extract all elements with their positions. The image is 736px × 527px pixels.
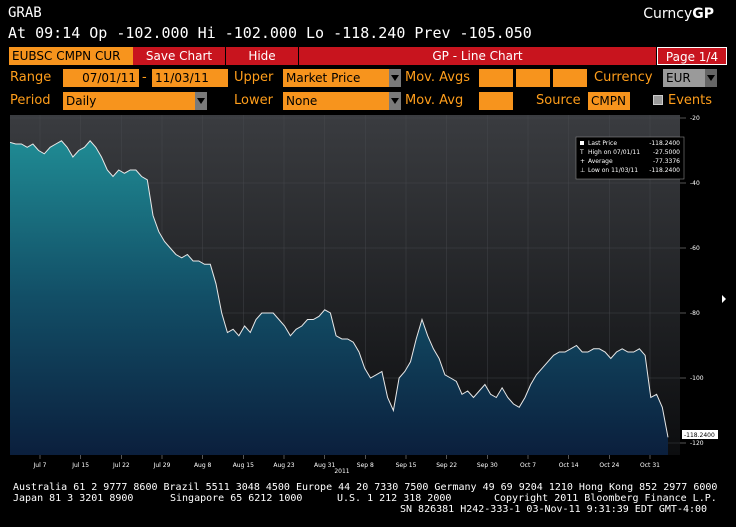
- square-icon: [580, 141, 584, 145]
- command-line[interactable]: GRAB: [8, 5, 42, 21]
- legend-last-price-label: Last Price: [588, 140, 617, 147]
- chevron-down-icon[interactable]: [195, 92, 207, 110]
- currency-select[interactable]: EUR: [663, 69, 717, 87]
- x-tick-label: Aug 23: [273, 462, 294, 469]
- mov-avg-3-field[interactable]: [553, 69, 587, 87]
- x-tick-label: Oct 7: [520, 462, 536, 469]
- x-tick-label: Sep 22: [436, 462, 457, 469]
- lower-select[interactable]: None: [283, 92, 401, 110]
- brand-suffix: GP: [692, 6, 714, 22]
- mov-avg-field[interactable]: [479, 92, 513, 110]
- save-chart-button[interactable]: Save Chart: [133, 47, 225, 65]
- period-value: Daily: [66, 94, 97, 108]
- line-chart: Jul 7 Jul 15 Jul 22 Jul 29 Aug 8 Aug 15 Aug 23…: [10, 115, 726, 475]
- x-tick-label: Jul 15: [71, 462, 89, 469]
- range-start-field[interactable]: 07/01/11: [63, 69, 139, 87]
- lower-value: None: [286, 94, 318, 108]
- footer-japan: Japan 81 3 3201 8900: [13, 493, 134, 504]
- currency-value: EUR: [666, 71, 691, 85]
- chart-legend: Last Price -118.2400 T High on 07/01/11 …: [575, 136, 685, 180]
- y-tick-label: -40: [690, 180, 700, 187]
- legend-last-price-value: -118.2400: [649, 140, 680, 147]
- x-tick-label: Sep 8: [357, 462, 374, 469]
- range-separator: -: [142, 70, 147, 85]
- lower-label: Lower: [234, 93, 273, 108]
- y-tick-label: -20: [690, 115, 700, 122]
- footer-singapore: Singapore 65 6212 1000: [170, 493, 303, 504]
- currency-label: Currency: [594, 70, 653, 85]
- period-label: Period: [10, 93, 51, 108]
- footer-copyright: Copyright 2011 Bloomberg Finance L.P.: [494, 493, 717, 504]
- upper-select[interactable]: Market Price: [283, 69, 401, 87]
- legend-high-label: High on 07/01/11: [588, 149, 640, 156]
- y-tick-label: -120: [690, 440, 704, 447]
- low-icon: ⊥: [580, 167, 585, 174]
- source-label: Source: [536, 93, 581, 108]
- x-tick-label: Aug 8: [194, 462, 212, 469]
- price-area: [10, 140, 668, 456]
- mov-avg-1-field[interactable]: [479, 69, 513, 87]
- x-tick-label: Jul 29: [153, 462, 171, 469]
- mov-avgs-label: Mov. Avgs: [405, 70, 470, 85]
- y-tick-label: -100: [690, 375, 704, 382]
- last-value-label: -118.2400: [684, 432, 715, 439]
- average-icon: +: [580, 158, 585, 165]
- brand-prefix: Curncy: [643, 6, 693, 22]
- x-tick-label: Oct 14: [559, 462, 579, 469]
- last-value-box: [682, 430, 718, 439]
- price-line: [10, 140, 669, 438]
- high-icon: T: [579, 149, 584, 156]
- events-label: Events: [668, 93, 713, 108]
- chevron-down-icon[interactable]: [389, 92, 401, 110]
- mov-avg-label: Mov. Avg: [405, 93, 464, 108]
- x-tick-label: Oct 24: [599, 462, 619, 469]
- legend-low-value: -118.2400: [649, 167, 680, 174]
- quote-line: At 09:14 Op -102.000 Hi -102.000 Lo -118…: [8, 24, 532, 42]
- legend-average-label: Average: [588, 158, 613, 165]
- x-tick-label: Sep 30: [477, 462, 498, 469]
- chart-title: GP - Line Chart: [299, 47, 656, 65]
- chevron-right-icon[interactable]: [722, 295, 726, 303]
- mov-avg-2-field[interactable]: [516, 69, 550, 87]
- x-tick-label: Aug 31: [314, 462, 335, 469]
- brand-label: CurncyGP: [643, 6, 714, 22]
- legend-low-label: Low on 11/03/11: [588, 167, 638, 174]
- year-label: 2011: [334, 468, 349, 475]
- events-checkbox[interactable]: [653, 95, 663, 105]
- hide-button[interactable]: Hide: [226, 47, 298, 65]
- x-tick-label: Jul 22: [112, 462, 130, 469]
- ticker-field[interactable]: EUBSC CMPN CUR: [9, 47, 133, 65]
- upper-value: Market Price: [286, 71, 361, 85]
- x-tick-label: Aug 15: [233, 462, 254, 469]
- legend-high-value: -27.5000: [653, 149, 680, 156]
- source-field[interactable]: CMPN: [588, 92, 630, 110]
- footer-us: U.S. 1 212 318 2000: [337, 493, 452, 504]
- y-tick-label: -80: [690, 310, 700, 317]
- range-end-field[interactable]: 11/03/11: [152, 69, 228, 87]
- period-select[interactable]: Daily: [63, 92, 207, 110]
- footer-line-1: Australia 61 2 9777 8600 Brazil 5511 304…: [13, 482, 718, 493]
- y-tick-label: -60: [690, 245, 700, 252]
- x-tick-label: Oct 31: [640, 462, 660, 469]
- x-tick-label: Sep 15: [396, 462, 417, 469]
- page-indicator[interactable]: Page 1/4: [657, 47, 727, 65]
- x-tick-label: Jul 7: [33, 462, 47, 469]
- legend-average-value: -77.3376: [653, 158, 680, 165]
- range-label: Range: [10, 70, 52, 85]
- chevron-down-icon[interactable]: [705, 69, 717, 87]
- chevron-down-icon[interactable]: [389, 69, 401, 87]
- upper-label: Upper: [234, 70, 274, 85]
- footer-session: SN 826381 H242-333-1 03-Nov-11 9:31:39 E…: [400, 504, 708, 515]
